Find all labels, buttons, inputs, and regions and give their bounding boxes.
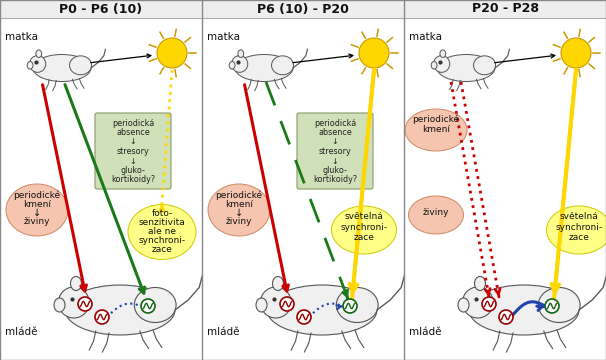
Ellipse shape — [27, 62, 33, 69]
Circle shape — [157, 38, 187, 68]
Ellipse shape — [65, 285, 175, 335]
Ellipse shape — [235, 54, 293, 81]
Ellipse shape — [538, 288, 580, 323]
Circle shape — [343, 299, 357, 313]
Text: zace: zace — [568, 233, 590, 242]
Text: gluko-: gluko- — [322, 166, 347, 175]
Text: periodická: periodická — [314, 118, 356, 127]
Text: ↓: ↓ — [33, 208, 41, 218]
Text: kmení: kmení — [422, 125, 450, 134]
Ellipse shape — [437, 54, 495, 81]
Text: živiny: živiny — [24, 217, 50, 226]
Text: zace: zace — [152, 245, 173, 254]
Ellipse shape — [135, 288, 176, 323]
Ellipse shape — [208, 184, 270, 236]
Ellipse shape — [238, 50, 244, 58]
Text: periodické: periodické — [216, 190, 262, 200]
Bar — [0, 0, 202, 18]
Text: gluko-: gluko- — [121, 166, 145, 175]
Bar — [202, 0, 404, 18]
Ellipse shape — [58, 287, 89, 318]
Circle shape — [545, 299, 559, 313]
Text: ↓: ↓ — [331, 138, 338, 147]
Ellipse shape — [440, 50, 445, 58]
Text: ↓: ↓ — [130, 138, 136, 147]
Ellipse shape — [273, 276, 284, 291]
Text: stresory: stresory — [319, 147, 351, 156]
Ellipse shape — [474, 276, 485, 291]
Circle shape — [482, 297, 496, 311]
Text: mládě: mládě — [5, 327, 38, 337]
Circle shape — [499, 310, 513, 324]
Ellipse shape — [70, 276, 81, 291]
Text: synchroni-: synchroni- — [138, 236, 185, 245]
Ellipse shape — [30, 55, 46, 72]
Text: periodické: periodické — [13, 190, 61, 200]
Ellipse shape — [33, 54, 91, 81]
Text: periodické: periodické — [413, 114, 459, 124]
Text: synchroni-: synchroni- — [556, 223, 602, 232]
Ellipse shape — [267, 285, 377, 335]
Text: P0 - P6 (10): P0 - P6 (10) — [59, 3, 142, 15]
Text: kortikoidy?: kortikoidy? — [313, 175, 357, 184]
Ellipse shape — [331, 206, 396, 254]
Text: P20 - P28: P20 - P28 — [471, 3, 539, 15]
Text: ↓: ↓ — [235, 208, 243, 218]
Circle shape — [78, 297, 92, 311]
Ellipse shape — [70, 56, 92, 75]
Ellipse shape — [462, 287, 493, 318]
Text: ↓: ↓ — [331, 157, 338, 166]
Ellipse shape — [473, 56, 496, 75]
Text: kmení: kmení — [225, 200, 253, 209]
Circle shape — [561, 38, 591, 68]
Ellipse shape — [36, 50, 42, 58]
Text: matka: matka — [207, 32, 240, 42]
Ellipse shape — [231, 55, 248, 72]
Text: matka: matka — [409, 32, 442, 42]
Text: mládě: mládě — [409, 327, 442, 337]
Ellipse shape — [547, 206, 606, 254]
Text: synchroni-: synchroni- — [341, 223, 388, 232]
Ellipse shape — [261, 287, 291, 318]
Text: zace: zace — [353, 233, 375, 242]
Text: kortikoidy?: kortikoidy? — [111, 175, 155, 184]
Text: periodická: periodická — [112, 118, 154, 127]
Ellipse shape — [408, 196, 464, 234]
Text: P6 (10) - P20: P6 (10) - P20 — [257, 3, 349, 15]
Text: absence: absence — [116, 128, 150, 137]
Ellipse shape — [336, 288, 378, 323]
Ellipse shape — [256, 298, 267, 312]
Circle shape — [359, 38, 389, 68]
Text: živiny: živiny — [423, 208, 449, 217]
Ellipse shape — [405, 109, 467, 151]
Bar — [404, 0, 606, 18]
Ellipse shape — [431, 62, 437, 69]
Text: ↓: ↓ — [130, 157, 136, 166]
Text: foto-: foto- — [152, 209, 173, 218]
Ellipse shape — [433, 55, 450, 72]
Text: matka: matka — [5, 32, 38, 42]
Ellipse shape — [54, 298, 65, 312]
Text: světelná: světelná — [345, 212, 384, 221]
Ellipse shape — [271, 56, 293, 75]
Ellipse shape — [6, 184, 68, 236]
Circle shape — [297, 310, 311, 324]
Circle shape — [95, 310, 109, 324]
Text: živiny: živiny — [226, 217, 252, 226]
Text: absence: absence — [318, 128, 352, 137]
Text: stresory: stresory — [116, 147, 149, 156]
Ellipse shape — [458, 298, 469, 312]
Text: ale ne: ale ne — [148, 227, 176, 236]
Ellipse shape — [469, 285, 579, 335]
Ellipse shape — [128, 204, 196, 260]
Text: senzitivita: senzitivita — [139, 218, 185, 227]
FancyBboxPatch shape — [95, 113, 171, 189]
FancyBboxPatch shape — [297, 113, 373, 189]
Text: mládě: mládě — [207, 327, 239, 337]
Text: světelná: světelná — [559, 212, 598, 221]
Circle shape — [280, 297, 294, 311]
Ellipse shape — [229, 62, 235, 69]
Text: kmení: kmení — [23, 200, 51, 209]
Circle shape — [141, 299, 155, 313]
